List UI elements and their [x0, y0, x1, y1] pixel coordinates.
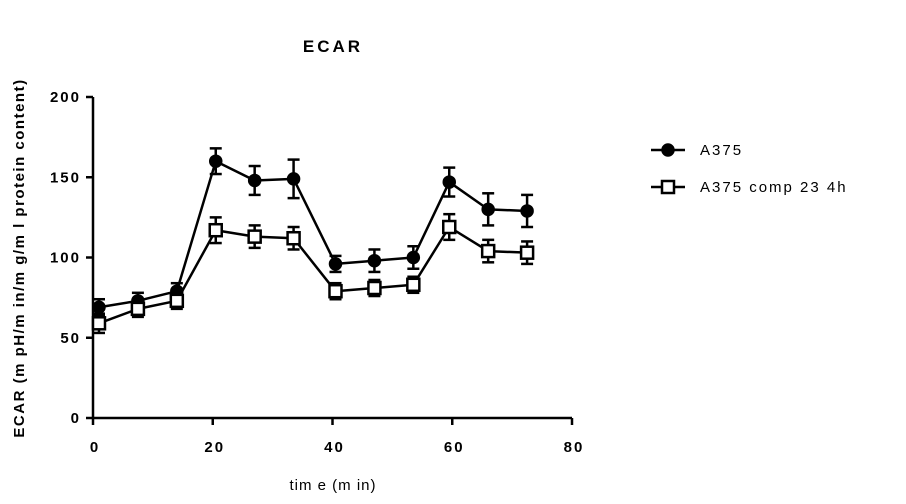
y-tick-label: 50: [60, 330, 81, 347]
x-tick-label: 80: [564, 439, 585, 456]
data-point: [247, 173, 262, 188]
legend-label: A375 comp 23 4h: [700, 179, 848, 196]
data-point: [480, 243, 496, 259]
x-tick-label: 60: [444, 439, 465, 456]
data-point: [367, 253, 382, 268]
data-point: [286, 230, 301, 246]
y-tick-label: 150: [50, 169, 81, 186]
data-point: [519, 245, 535, 260]
series-a375: [92, 147, 534, 317]
data-point: [406, 277, 421, 293]
series-layer: [91, 147, 535, 335]
legend-item: A375 comp 23 4h: [651, 179, 848, 196]
series-line: [98, 225, 528, 325]
x-tick-label: 20: [204, 439, 225, 456]
x-axis-label: tim e (m in): [290, 477, 377, 494]
legend: A375 A375 comp 23 4h: [651, 142, 848, 196]
data-point: [442, 175, 457, 189]
data-point: [481, 202, 495, 217]
data-point: [328, 283, 343, 299]
data-point: [442, 219, 457, 235]
data-point: [406, 250, 421, 265]
data-point: [130, 301, 146, 317]
y-tick-label: 100: [50, 250, 81, 267]
data-point: [208, 222, 223, 238]
y-axis-label: ECAR (m pH/m in/m g/m l protein content): [11, 78, 28, 437]
data-point: [520, 204, 534, 218]
data-point: [247, 229, 262, 244]
data-point: [92, 300, 106, 315]
data-point: [208, 154, 223, 168]
y-tick-label: 200: [50, 89, 81, 106]
legend-open-square-marker: [660, 179, 676, 195]
x-tick-label: 0: [90, 439, 100, 456]
data-point: [367, 280, 382, 296]
data-point: [169, 293, 185, 309]
data-point: [91, 316, 107, 331]
chart-title: ECAR: [303, 37, 363, 56]
legend-filled-circle-marker: [661, 143, 675, 157]
axes: 0 50 100 150 200 0 20 40 60 80: [50, 89, 585, 456]
series-a375-comp23-4h: [91, 212, 535, 335]
legend-label: A375: [700, 142, 743, 159]
data-point: [286, 172, 301, 186]
x-tick-label: 40: [324, 439, 345, 456]
data-point: [328, 257, 343, 271]
legend-item: A375: [651, 142, 743, 159]
y-tick-label: 0: [71, 410, 81, 427]
